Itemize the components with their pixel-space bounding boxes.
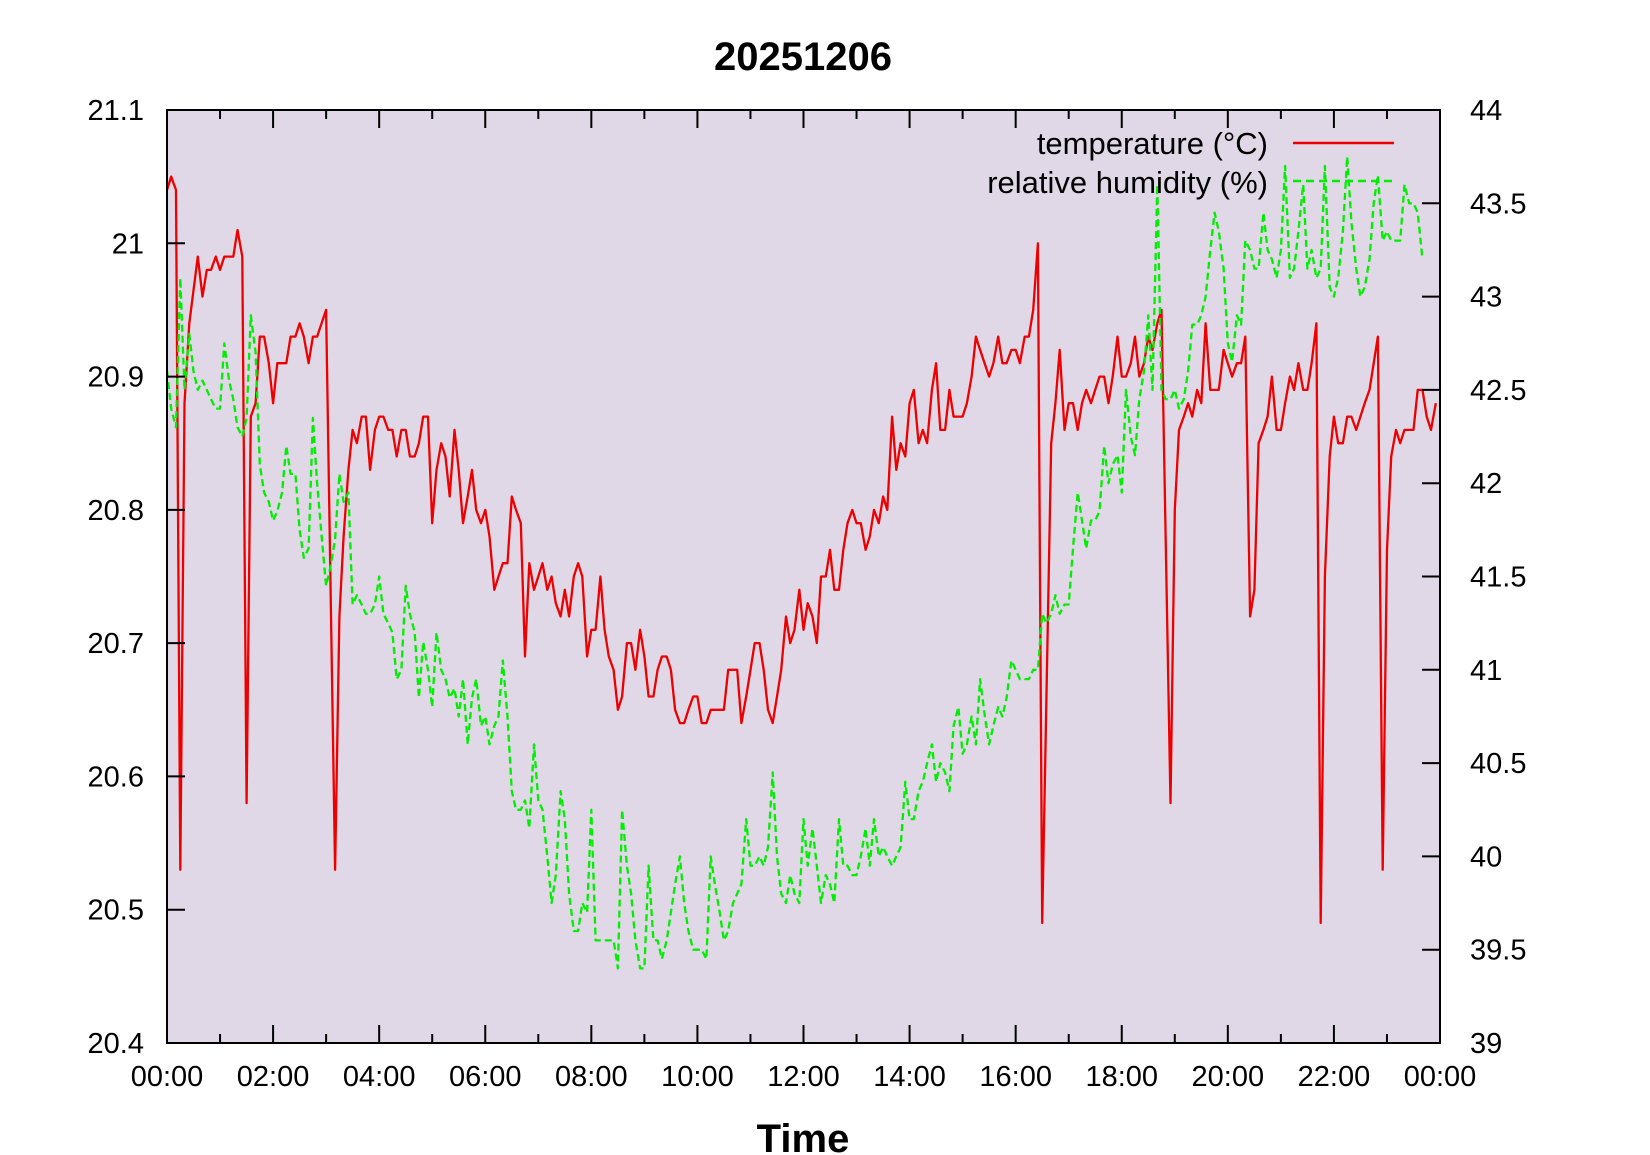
y2-tick-label: 42 (1470, 468, 1502, 500)
y2-tick-label: 43.5 (1470, 188, 1526, 220)
y2-tick-label: 40 (1470, 841, 1502, 873)
x-tick-label: 14:00 (873, 1061, 946, 1093)
x-tick-label: 18:00 (1085, 1061, 1158, 1093)
y2-tick-label: 39.5 (1470, 935, 1526, 967)
x-tick-label: 16:00 (979, 1061, 1052, 1093)
x-tick-label: 06:00 (449, 1061, 522, 1093)
x-tick-label: 04:00 (343, 1061, 416, 1093)
y-tick-label: 20.4 (88, 1028, 144, 1060)
legend-label-humidity: relative humidity (%) (987, 165, 1268, 200)
y-tick-label: 21 (112, 228, 144, 260)
y2-tick-label: 44 (1470, 95, 1502, 127)
x-tick-label: 00:00 (1404, 1061, 1477, 1093)
y2-tick-label: 41 (1470, 655, 1502, 687)
legend-label-temperature: temperature (°C) (1037, 126, 1268, 161)
x-tick-label: 20:00 (1192, 1061, 1265, 1093)
x-tick-label: 22:00 (1298, 1061, 1371, 1093)
x-axis-label: Time (757, 1117, 850, 1155)
x-tick-label: 12:00 (767, 1061, 840, 1093)
y2-tick-label: 43 (1470, 282, 1502, 314)
y-tick-label: 21.1 (88, 95, 144, 127)
chart-title: 20251206 (714, 35, 892, 79)
y-tick-label: 20.6 (88, 761, 144, 793)
x-tick-label: 02:00 (237, 1061, 310, 1093)
y2-tick-label: 42.5 (1470, 375, 1526, 407)
y2-tick-label: 41.5 (1470, 562, 1526, 594)
series-line-temperature (165, 175, 1437, 925)
axes-layer: 00:00 02:00 04:00 06:00 08:00 10:00 12:00 14:00… (88, 95, 1527, 1093)
y-tick-label: 20.9 (88, 362, 144, 394)
y2-tick-label: 39 (1470, 1028, 1502, 1060)
x-tick-label: 08:00 (555, 1061, 628, 1093)
y-tick-label: 20.8 (88, 495, 144, 527)
series-layer (165, 155, 1437, 970)
x-tick-label: 10:00 (661, 1061, 734, 1093)
series-line-humidity (165, 155, 1424, 970)
x-tick-label: 00:00 (131, 1061, 204, 1093)
y-tick-label: 20.7 (88, 628, 144, 660)
y2-tick-label: 40.5 (1470, 748, 1526, 780)
legend: temperature (°C) relative humidity (%) (987, 126, 1394, 200)
y-tick-label: 20.5 (88, 895, 144, 927)
